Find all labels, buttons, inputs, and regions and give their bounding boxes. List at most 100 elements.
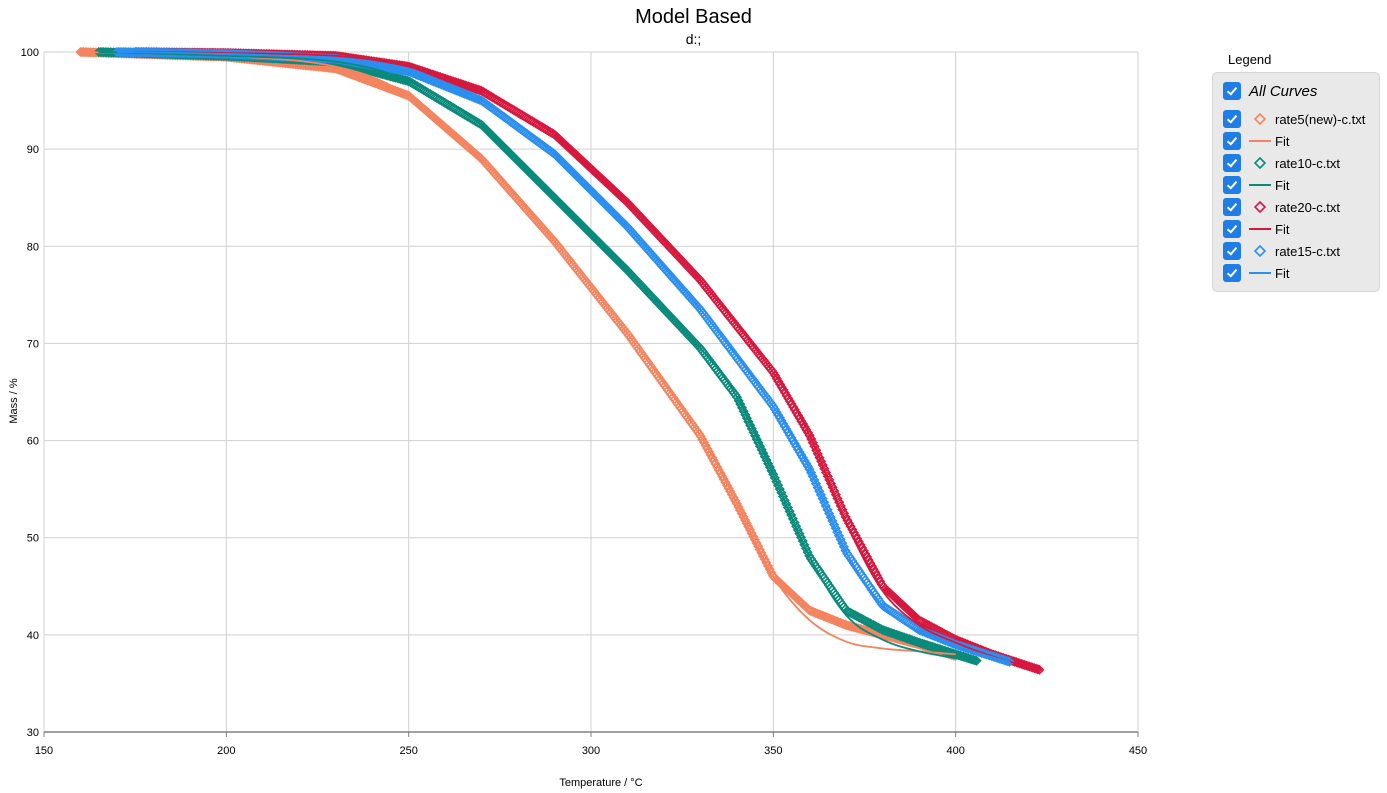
data-point — [956, 651, 967, 662]
data-point — [733, 395, 744, 406]
data-point — [771, 476, 782, 487]
data-point — [792, 524, 803, 535]
data-point — [756, 444, 767, 455]
data-point — [779, 495, 790, 506]
data-point — [717, 471, 728, 482]
data-point — [715, 468, 726, 479]
data-point — [810, 478, 822, 489]
data-point — [773, 480, 784, 491]
data-point — [807, 437, 818, 448]
data-point — [743, 521, 754, 532]
data-point — [758, 448, 769, 459]
data-point — [848, 527, 859, 538]
data-point — [816, 456, 827, 467]
legend-item-fit-1[interactable]: Fit — [1223, 175, 1289, 195]
data-point — [740, 515, 751, 526]
checkbox-checked-icon[interactable] — [1223, 198, 1241, 216]
data-point — [761, 455, 772, 466]
legend-item-series-3[interactable]: rate15-c.txt — [1223, 241, 1340, 261]
data-point — [802, 427, 814, 438]
data-point — [756, 547, 767, 558]
data-point — [802, 461, 813, 472]
checkbox-checked-icon[interactable] — [1223, 132, 1241, 150]
legend-item-label: Fit — [1275, 221, 1290, 237]
data-point — [868, 564, 879, 575]
x-tick-label: 200 — [217, 745, 235, 757]
data-point — [713, 465, 724, 476]
x-tick-label: 450 — [1129, 745, 1147, 757]
checkbox-checked-icon[interactable] — [1223, 264, 1241, 282]
checkbox-checked-icon[interactable] — [1223, 110, 1241, 128]
data-point — [786, 509, 797, 521]
legend-item-series-1[interactable]: rate10-c.txt — [1223, 153, 1340, 173]
legend-item-fit-0[interactable]: Fit — [1223, 131, 1289, 151]
data-point — [731, 498, 742, 509]
diamond-marker-icon — [1249, 156, 1271, 170]
data-point — [781, 498, 792, 509]
data-point — [754, 544, 765, 555]
y-axis-label: Mass / % — [8, 378, 20, 423]
data-point — [838, 541, 849, 552]
data-point — [824, 508, 835, 519]
data-point — [969, 655, 981, 666]
data-point — [753, 541, 764, 552]
line-marker-icon — [1249, 134, 1271, 148]
fit-line-3 — [116, 51, 1011, 663]
chart-subtitle: d:; — [685, 31, 702, 47]
legend-title: Legend — [1228, 52, 1272, 67]
data-point — [825, 512, 836, 523]
x-tick-label: 150 — [35, 745, 53, 757]
data-point — [782, 502, 793, 513]
data-point — [815, 489, 826, 500]
data-point — [812, 482, 823, 493]
data-point — [703, 446, 715, 457]
data-point — [866, 561, 878, 572]
data-point — [720, 477, 731, 488]
legend-all-curves-toggle[interactable]: All Curves — [1223, 81, 1317, 101]
legend-item-series-0[interactable]: rate5(new)-c.txt — [1223, 109, 1365, 129]
data-point — [850, 530, 861, 541]
data-point — [862, 551, 873, 563]
checkbox-checked-icon[interactable] — [1223, 154, 1241, 172]
data-point — [820, 467, 832, 478]
grid-layer — [43, 51, 1139, 733]
data-point — [718, 474, 729, 485]
y-tick-label: 40 — [27, 630, 39, 642]
data-point — [791, 521, 802, 532]
x-axis-label: Temperature / °C — [559, 777, 642, 789]
data-point — [754, 441, 766, 452]
data-point — [766, 465, 777, 476]
legend-item-fit-2[interactable]: Fit — [1223, 219, 1289, 239]
data-layer — [75, 46, 1045, 675]
data-point — [794, 528, 805, 539]
data-point — [738, 406, 749, 417]
data-point — [832, 527, 843, 538]
data-point — [837, 538, 848, 549]
legend-item-series-2[interactable]: rate20-c.txt — [1223, 197, 1340, 217]
data-point — [858, 545, 869, 556]
data-point — [787, 513, 798, 524]
data-point — [822, 504, 833, 515]
data-point — [833, 530, 845, 541]
data-point — [819, 463, 830, 474]
legend-item-fit-3[interactable]: Fit — [1223, 263, 1289, 283]
legend-item-label: Fit — [1275, 265, 1290, 281]
data-point — [695, 431, 706, 442]
diamond-marker-icon — [1249, 244, 1271, 258]
data-point — [769, 472, 780, 483]
data-point — [764, 462, 775, 473]
data-point — [733, 501, 744, 513]
data-point — [817, 493, 828, 504]
data-point — [860, 548, 871, 560]
data-point — [853, 536, 864, 547]
data-point — [744, 524, 756, 535]
legend-item-label: Fit — [1275, 133, 1290, 149]
checkbox-checked-icon[interactable] — [1223, 242, 1241, 260]
checkbox-checked-icon[interactable] — [1223, 176, 1241, 194]
checkbox-checked-icon[interactable] — [1223, 82, 1241, 100]
y-tick-label: 100 — [21, 47, 39, 59]
data-point — [800, 543, 812, 554]
checkbox-checked-icon[interactable] — [1223, 220, 1241, 238]
data-point — [809, 474, 820, 486]
data-point — [761, 557, 772, 568]
